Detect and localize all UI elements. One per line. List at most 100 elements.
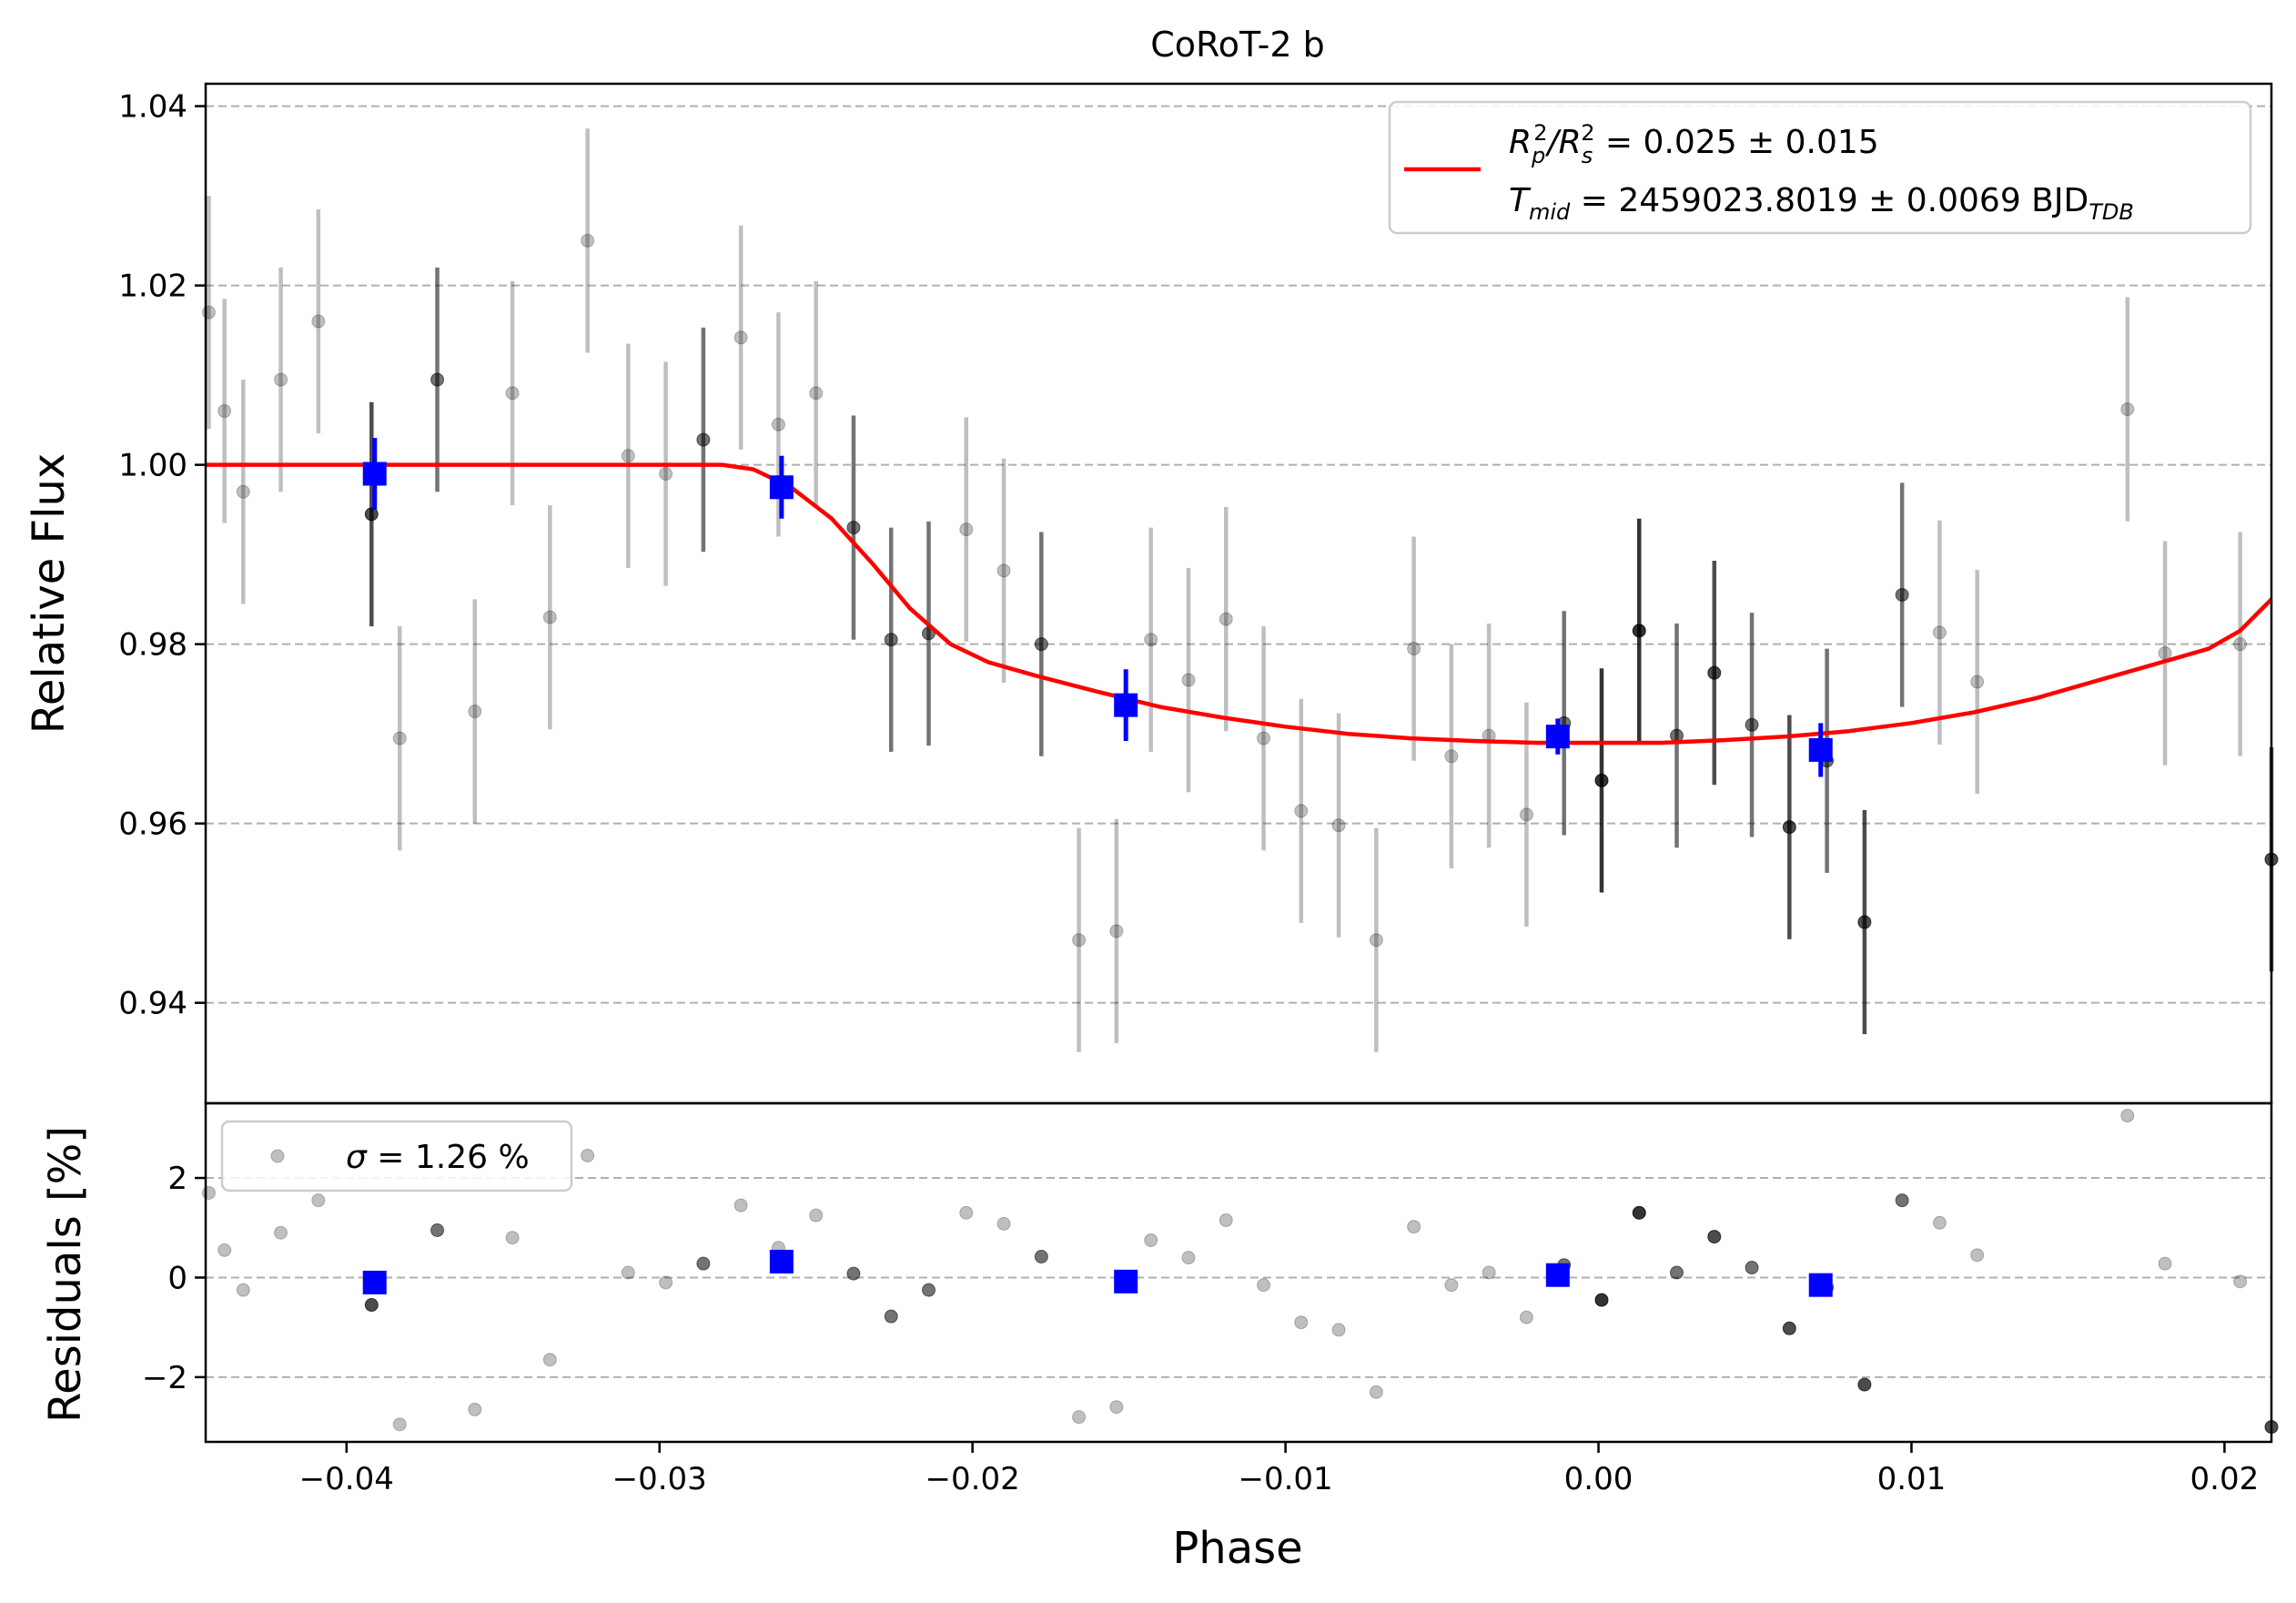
residual-point bbox=[217, 1243, 232, 1257]
raw-point bbox=[846, 521, 861, 535]
raw-point bbox=[696, 432, 711, 447]
raw-point bbox=[1895, 587, 1909, 602]
raw-point bbox=[1294, 804, 1309, 818]
top-binned-points bbox=[362, 438, 1833, 777]
top-legend: Rp2/Rs2 = 0.025 ± 0.015 Tmid = 2459023.8… bbox=[1388, 100, 2252, 235]
residual-point bbox=[733, 1198, 748, 1212]
residual-point bbox=[1072, 1410, 1087, 1425]
residual-point bbox=[2120, 1109, 2135, 1123]
binned-residual-point bbox=[1808, 1273, 1833, 1297]
residual-point bbox=[236, 1283, 250, 1297]
residuals-panel: −2 0 2 −0.04 −0.03 −0.02 −0.01 0.00 0.01 0.02 Re… bbox=[40, 1101, 2279, 1574]
legend-rp-sup: 2 bbox=[1533, 120, 1547, 146]
binned-point bbox=[1808, 737, 1833, 762]
raw-point bbox=[311, 314, 326, 329]
raw-point bbox=[1594, 773, 1609, 787]
legend-model-label-2: Tmid = 2459023.8019 ± 0.0069 BJDTDB bbox=[1509, 182, 2134, 225]
bottom-x-ticks: −0.04 −0.03 −0.02 −0.01 0.00 0.01 0.02 bbox=[299, 1442, 2260, 1497]
raw-point bbox=[392, 731, 407, 746]
binned-residual-point bbox=[769, 1249, 794, 1273]
x-axis-label: Phase bbox=[1172, 1523, 1302, 1574]
top-legend-box bbox=[1388, 100, 2252, 235]
raw-point bbox=[430, 372, 445, 387]
residual-point bbox=[809, 1208, 824, 1223]
top-y-ticks: 0.94 0.96 0.98 1.00 1.02 1.04 bbox=[118, 89, 206, 1022]
xtick-label: 0.02 bbox=[2190, 1461, 2260, 1497]
raw-point bbox=[1257, 731, 1271, 746]
raw-point bbox=[1369, 933, 1383, 948]
legend-model-label-1: Rp2/Rs2 = 0.025 ± 0.015 bbox=[1509, 120, 1879, 168]
top-ytick-label: 0.98 bbox=[118, 627, 187, 664]
raw-point bbox=[2120, 402, 2135, 417]
residual-point bbox=[1707, 1230, 1722, 1244]
raw-point bbox=[1745, 717, 1759, 732]
bottom-ytick-label: −2 bbox=[142, 1360, 187, 1396]
residual-point bbox=[996, 1216, 1011, 1231]
residual-point bbox=[1857, 1377, 1872, 1392]
binned-point bbox=[362, 462, 387, 486]
top-ytick-label: 1.00 bbox=[118, 448, 187, 484]
raw-point bbox=[1857, 915, 1872, 929]
residual-point bbox=[1895, 1193, 1909, 1208]
raw-point bbox=[959, 522, 974, 537]
residual-point bbox=[430, 1223, 445, 1237]
residual-point bbox=[659, 1275, 673, 1290]
raw-point bbox=[1407, 642, 1421, 656]
raw-point bbox=[884, 633, 898, 647]
legend-sigma-label: σ = 1.26 % bbox=[346, 1139, 530, 1176]
legend-t: T bbox=[1509, 182, 1532, 219]
residual-point bbox=[1369, 1385, 1383, 1399]
xtick-label: −0.04 bbox=[299, 1461, 394, 1497]
raw-point bbox=[274, 372, 288, 387]
xtick-label: 0.01 bbox=[1877, 1461, 1947, 1497]
bottom-ylabel: Residuals [%] bbox=[40, 1126, 91, 1423]
residual-point bbox=[1034, 1249, 1048, 1263]
raw-point bbox=[1519, 807, 1533, 822]
light-curve-panel: 0.94 0.96 0.98 1.00 1.02 1.04 Relative Flux R… bbox=[24, 82, 2279, 1105]
residual-point bbox=[2158, 1256, 2172, 1271]
residual-point bbox=[1144, 1233, 1158, 1247]
residual-point bbox=[1970, 1248, 1985, 1263]
raw-point bbox=[1144, 633, 1158, 647]
bottom-legend: σ = 1.26 % bbox=[220, 1120, 573, 1192]
residual-point bbox=[1482, 1265, 1496, 1280]
model-curve bbox=[206, 462, 2273, 746]
residual-point bbox=[1745, 1261, 1759, 1275]
residual-point bbox=[1519, 1310, 1533, 1324]
top-ytick-label: 1.04 bbox=[118, 89, 187, 126]
residual-point bbox=[1782, 1321, 1796, 1335]
residual-point bbox=[922, 1283, 936, 1297]
raw-point bbox=[733, 330, 748, 345]
residual-point bbox=[542, 1353, 557, 1367]
residual-point bbox=[884, 1309, 898, 1324]
legend-rp-sub: p bbox=[1531, 143, 1545, 168]
binned-point bbox=[1114, 693, 1138, 717]
raw-point bbox=[542, 610, 557, 624]
residual-point bbox=[1257, 1278, 1271, 1293]
legend-rp: R bbox=[1509, 124, 1532, 161]
residual-point bbox=[505, 1231, 520, 1245]
raw-point bbox=[468, 705, 482, 719]
residual-point bbox=[1670, 1265, 1684, 1280]
legend-residual-marker bbox=[270, 1149, 285, 1163]
legend-tmid-value: = 2459023.8019 ± 0.0069 BJD bbox=[1570, 182, 2089, 219]
residual-point bbox=[1444, 1278, 1459, 1293]
legend-rs-sub: s bbox=[1582, 143, 1593, 168]
binned-residual-point bbox=[1545, 1263, 1570, 1287]
raw-point bbox=[1181, 673, 1196, 687]
residual-point bbox=[621, 1265, 635, 1280]
top-ytick-label: 0.96 bbox=[118, 807, 187, 843]
raw-point bbox=[1072, 933, 1087, 948]
raw-point bbox=[505, 386, 520, 401]
residual-point bbox=[392, 1417, 407, 1432]
residual-point bbox=[1331, 1323, 1346, 1337]
xtick-label: −0.03 bbox=[612, 1461, 707, 1497]
raw-point bbox=[996, 563, 1011, 578]
raw-point bbox=[1219, 612, 1233, 626]
raw-point bbox=[1707, 665, 1722, 680]
raw-point bbox=[1632, 624, 1646, 638]
chart-title: CoRoT-2 b bbox=[1150, 25, 1325, 65]
binned-residual-point bbox=[362, 1270, 387, 1294]
raw-point bbox=[236, 484, 250, 499]
